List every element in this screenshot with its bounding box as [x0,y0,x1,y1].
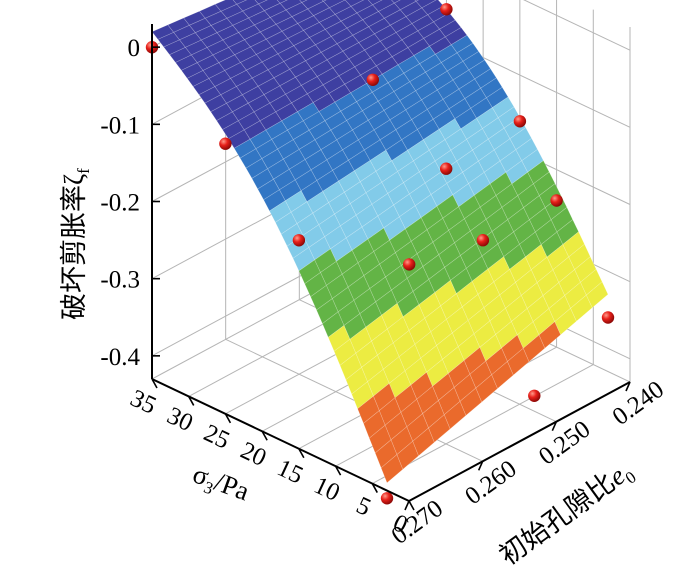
surface-facet [391,0,401,4]
floor-gridline-y [225,338,483,462]
z-axis-label-sub: f [74,168,93,174]
data-point [403,258,416,271]
x-tick [151,378,158,389]
axes [151,24,631,511]
surface-facet [299,0,308,3]
z-axis-label-main: 破坏剪胀率ζ [59,174,89,320]
surface-facet [222,120,245,140]
axis-line [151,378,410,502]
data-point [550,194,563,207]
data-point [440,162,453,175]
y-tick [477,461,484,471]
data-point [380,492,394,505]
surface-facet [216,111,239,130]
surface-facet [169,47,192,63]
x-tick-label: 10 [310,472,344,507]
z-axis-label: 破坏剪胀率ζf [59,168,93,320]
x-tick-label: 30 [163,402,197,437]
axis-line [408,381,631,502]
y-tick-label: 0.240 [608,376,669,431]
x-tick [188,396,195,406]
data-point [476,234,490,247]
x-tick-label: 35 [126,385,160,420]
surface-facet [233,138,257,159]
surface-facet [204,94,227,113]
y-tick-label: 0.260 [460,455,521,510]
x-tick [261,430,268,441]
surface-facet [269,200,292,223]
data-point [601,311,615,324]
surface-facet [414,0,420,2]
y-tick [625,381,631,392]
z-tick-label: -0.1 [100,112,140,139]
surface-facet [239,148,263,169]
z-tick-label: -0.2 [100,190,140,217]
surface-facet [157,32,180,48]
x-axis-label-unit: /Pa [211,466,254,506]
data-point [292,234,306,247]
data-point [528,389,541,402]
data-point [513,115,527,128]
y-tick [551,421,558,431]
z-tick-label: 0 [128,35,141,62]
y-tick [404,500,410,511]
x-tick-label: 5 [352,492,375,522]
surface-facet [163,39,186,56]
x-tick [371,483,378,493]
surface-facet [321,0,327,2]
x-tick [224,413,232,424]
data-point [219,137,232,150]
z-tick-label: -0.4 [100,344,140,371]
x-tick-label: 20 [236,437,270,472]
surface-facet [210,102,233,121]
data-points [145,3,615,505]
x-tick [298,448,305,459]
surface-facet [380,454,404,484]
data-point [440,3,453,16]
x-tick-label: 15 [273,454,307,489]
surface-facet [351,381,374,410]
surface-facet [232,0,248,5]
y-tick-label: 0.270 [387,495,448,550]
surface-facet [175,54,198,71]
z-tick-label: -0.3 [100,267,140,294]
surface-facet [363,410,386,439]
x-tick [408,500,415,511]
x-tick-label: 25 [200,420,234,455]
y-tick-label: 0.250 [534,416,595,471]
x-tick [334,465,342,476]
data-point [366,73,379,87]
x-axis-label: σ3/Pa [188,458,254,510]
